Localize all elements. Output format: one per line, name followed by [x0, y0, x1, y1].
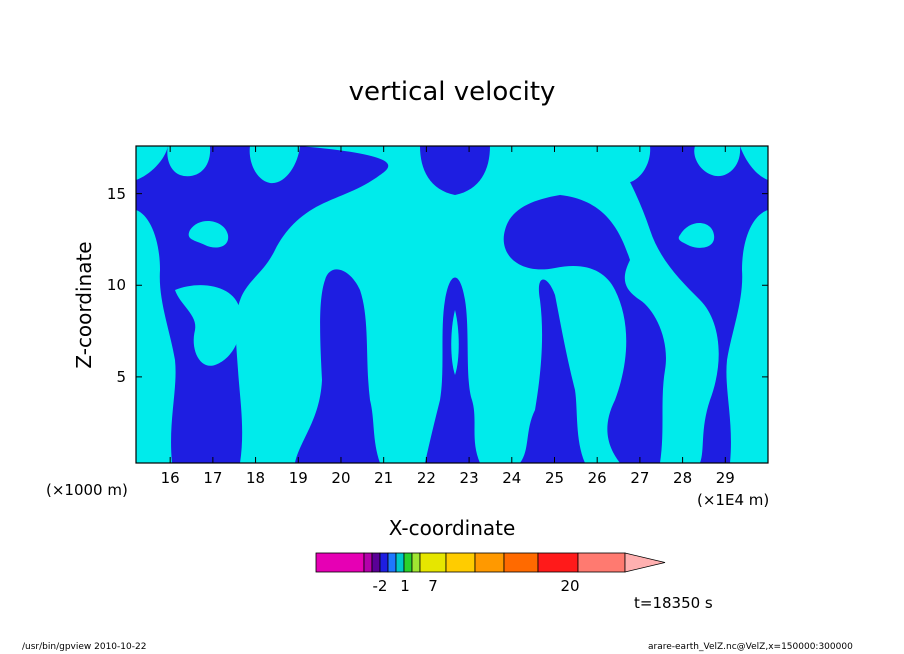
time-label: t=18350 s: [634, 594, 713, 612]
contour-region: [694, 146, 741, 177]
footer-left: /usr/bin/gpview 2010-10-22: [22, 642, 147, 652]
x-unit-right: (×1E4 m): [697, 491, 770, 509]
colorbar-swatch: [503, 552, 539, 573]
colorbar-swatch: [577, 552, 626, 573]
contour-region: [175, 285, 241, 366]
colorbar-label: 20: [560, 577, 580, 595]
contour-region: [451, 310, 459, 375]
colorbar-label: -2: [372, 577, 388, 595]
colorbar-swatch: [395, 552, 405, 573]
contour-field: [136, 146, 768, 463]
y-tick-label: 15: [106, 184, 126, 203]
x-tick-label: 19: [288, 469, 308, 487]
contour-region: [188, 220, 229, 248]
x-tick-label: 26: [587, 469, 607, 487]
colorbar-swatch: [411, 552, 421, 573]
colorbar-swatch: [419, 552, 447, 573]
contour-region: [740, 146, 768, 180]
colorbar-swatch: [445, 552, 476, 573]
contour-region: [136, 146, 168, 180]
x-tick-label: 18: [246, 469, 266, 487]
y-tick-label: 10: [106, 276, 126, 295]
contour-region: [420, 146, 490, 195]
colorbar: [315, 552, 666, 573]
x-tick-label: 21: [374, 469, 394, 487]
contour-region: [249, 146, 300, 184]
chart-title: vertical velocity: [348, 77, 556, 107]
contour-region: [678, 222, 715, 248]
colorbar-swatch: [537, 552, 579, 573]
colorbar-swatch: [387, 552, 397, 573]
x-tick-label: 29: [715, 469, 735, 487]
y-tick-label: 5: [116, 367, 126, 386]
x-tick-marks: [169, 146, 726, 463]
x-axis-label: X-coordinate: [388, 516, 516, 540]
colorbar-label: 7: [428, 577, 438, 595]
colorbar-label: 1: [400, 577, 410, 595]
contour-region: [235, 146, 627, 463]
contour-region: [726, 210, 768, 463]
x-tick-label: 28: [673, 469, 693, 487]
x-tick-label: 20: [331, 469, 351, 487]
colorbar-extension: [624, 552, 666, 573]
x-tick-label: 27: [630, 469, 650, 487]
y-axis-label: Z-coordinate: [72, 241, 96, 369]
x-tick-label: 23: [459, 469, 479, 487]
x-tick-label: 25: [544, 469, 565, 487]
y-tick-marks: [136, 193, 768, 378]
colorbar-swatch: [379, 552, 389, 573]
contour-region: [167, 146, 211, 177]
contour-region: [560, 146, 719, 463]
x-tick-label: 24: [502, 469, 522, 487]
colorbar-swatch: [363, 552, 373, 573]
colorbar-swatch: [315, 552, 365, 573]
x-tick-label: 22: [416, 469, 436, 487]
colorbar-swatch: [371, 552, 381, 573]
x-tick-label: 17: [203, 469, 223, 487]
x-unit-left: (×1000 m): [46, 481, 128, 499]
contour-region: [136, 395, 154, 463]
colorbar-swatch: [403, 552, 413, 573]
footer-right: arare-earth_VelZ.nc@VelZ,x=150000:300000: [648, 642, 853, 652]
contour-region: [136, 210, 176, 463]
x-tick-label: 16: [160, 469, 180, 487]
colorbar-swatch: [474, 552, 505, 573]
plot-frame: [135, 145, 769, 464]
